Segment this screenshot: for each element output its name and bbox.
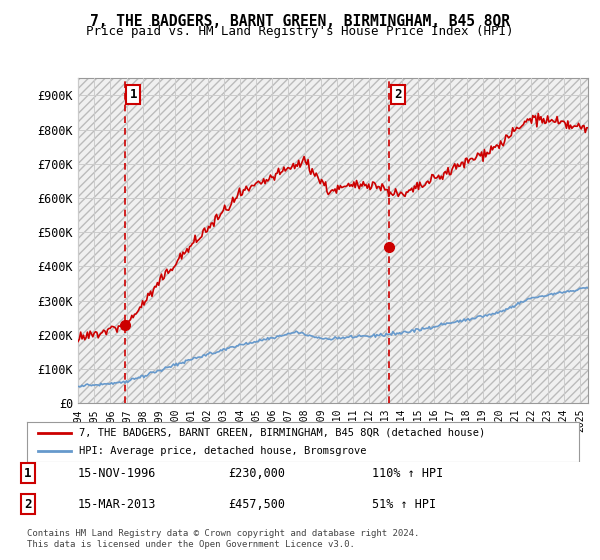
Text: 110% ↑ HPI: 110% ↑ HPI: [372, 466, 443, 480]
Text: 1: 1: [130, 88, 137, 101]
Text: 7, THE BADGERS, BARNT GREEN, BIRMINGHAM, B45 8QR: 7, THE BADGERS, BARNT GREEN, BIRMINGHAM,…: [90, 14, 510, 29]
Text: HPI: Average price, detached house, Bromsgrove: HPI: Average price, detached house, Brom…: [79, 446, 367, 456]
Text: 15-MAR-2013: 15-MAR-2013: [78, 497, 157, 511]
Text: £230,000: £230,000: [228, 466, 285, 480]
Text: 1: 1: [24, 466, 32, 480]
Text: Price paid vs. HM Land Registry's House Price Index (HPI): Price paid vs. HM Land Registry's House …: [86, 25, 514, 38]
Text: 7, THE BADGERS, BARNT GREEN, BIRMINGHAM, B45 8QR (detached house): 7, THE BADGERS, BARNT GREEN, BIRMINGHAM,…: [79, 428, 485, 437]
Text: 51% ↑ HPI: 51% ↑ HPI: [372, 497, 436, 511]
Text: 2: 2: [394, 88, 401, 101]
Text: 2: 2: [24, 497, 32, 511]
Text: 15-NOV-1996: 15-NOV-1996: [78, 466, 157, 480]
Text: Contains HM Land Registry data © Crown copyright and database right 2024.
This d: Contains HM Land Registry data © Crown c…: [27, 529, 419, 549]
Text: £457,500: £457,500: [228, 497, 285, 511]
